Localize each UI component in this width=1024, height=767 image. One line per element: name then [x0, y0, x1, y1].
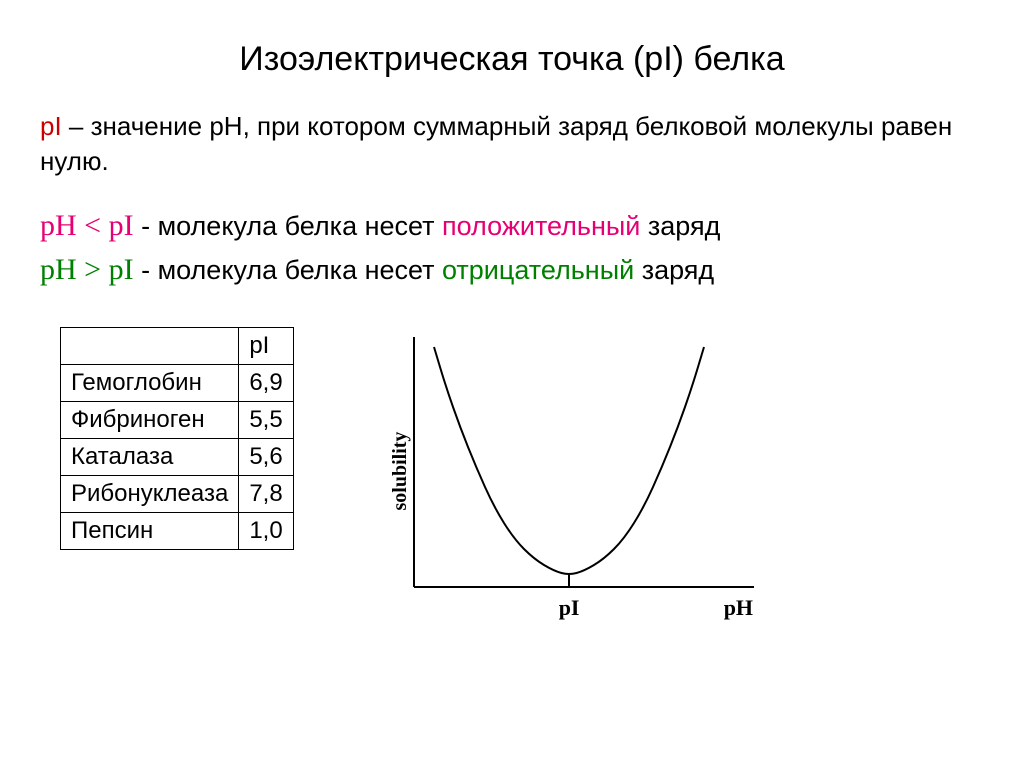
table-row: Гемоглобин 6,9: [61, 365, 294, 402]
inequality-lt: pH < pI: [40, 209, 134, 242]
solubility-chart: solubility pI pH: [354, 327, 774, 637]
protein-name: Каталаза: [61, 439, 239, 476]
rule-lt-pre: - молекула белка несет: [134, 211, 442, 241]
protein-pI: 5,6: [239, 439, 293, 476]
table-header-row: pI: [61, 328, 294, 365]
rule-lt-post: заряд: [640, 211, 720, 241]
table-row: Фибриноген 5,5: [61, 402, 294, 439]
rule-lt-keyword: положительный: [442, 211, 640, 241]
protein-name: Гемоглобин: [61, 365, 239, 402]
protein-pI: 1,0: [239, 513, 293, 550]
rules-block: pH < pI - молекула белка несет положител…: [40, 209, 984, 287]
protein-name: Пепсин: [61, 513, 239, 550]
x-axis-pH-label: pH: [724, 595, 753, 621]
table-row: Каталаза 5,6: [61, 439, 294, 476]
table-row: Пепсин 1,0: [61, 513, 294, 550]
table-row: Рибонуклеаза 7,8: [61, 476, 294, 513]
definition-text: pI – значение pH, при котором суммарный …: [40, 109, 984, 179]
table-header-pI: pI: [239, 328, 293, 365]
protein-pI: 6,9: [239, 365, 293, 402]
rule-gt: pH > pI - молекула белка несет отрицател…: [40, 253, 984, 287]
page-title: Изоэлектрическая точка (pI) белка: [40, 40, 984, 79]
table-header-blank: [61, 328, 239, 365]
rule-gt-post: заряд: [634, 255, 714, 285]
rule-lt: pH < pI - молекула белка несет положител…: [40, 209, 984, 243]
pI-table: pI Гемоглобин 6,9 Фибриноген 5,5 Каталаз…: [60, 327, 294, 550]
definition-prefix: pI: [40, 111, 62, 141]
protein-name: Рибонуклеаза: [61, 476, 239, 513]
protein-pI: 7,8: [239, 476, 293, 513]
rule-gt-pre: - молекула белка несет: [134, 255, 442, 285]
definition-rest: – значение pH, при котором суммарный зар…: [40, 111, 952, 176]
rule-gt-keyword: отрицательный: [442, 255, 634, 285]
protein-pI: 5,5: [239, 402, 293, 439]
chart-svg: [354, 327, 774, 627]
x-axis-pI-label: pI: [559, 595, 580, 621]
y-axis-label: solubility: [389, 432, 412, 511]
inequality-gt: pH > pI: [40, 253, 134, 286]
protein-name: Фибриноген: [61, 402, 239, 439]
